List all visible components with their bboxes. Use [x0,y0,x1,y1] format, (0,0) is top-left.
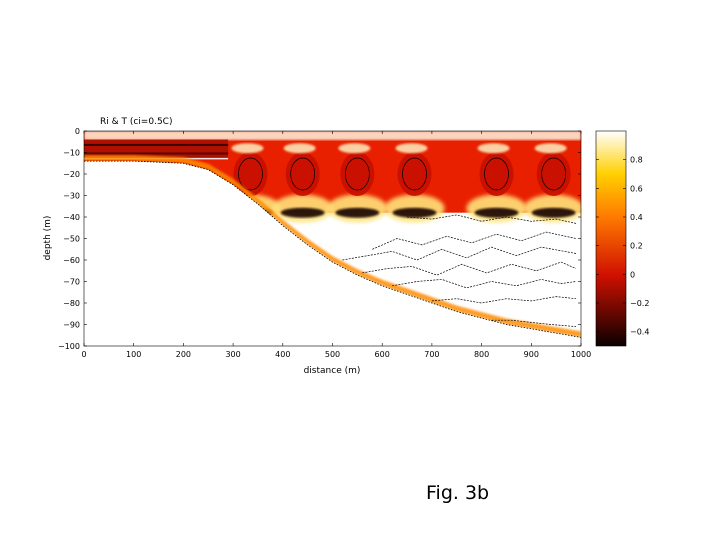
eddy-trough [531,207,576,218]
surface-layer [84,131,581,140]
isotherm-line [491,319,577,327]
eddy-trough [280,207,325,218]
y-tick-label: −40 [63,213,80,222]
y-tick-label: 0 [75,127,80,136]
y-axis: 0 −10 −20 −30 −40 −50 −60 −70 −80 −90 −100 [58,127,581,351]
eddy-contour [290,157,316,191]
colorbar-tick-label: 0 [630,270,635,279]
x-axis-label: distance (m) [304,366,361,376]
eddy-contour [541,157,567,191]
colorbar-ticks: 0.8 0.6 0.4 0.2 0 −0.2 −0.4 [596,156,649,337]
chart-title: Ri & T (ci=0.5C) [100,117,172,127]
y-axis-label: depth (m) [43,216,53,261]
isotherm-line [342,246,577,261]
x-tick-label: 300 [225,350,240,359]
isotherm-line [362,261,577,276]
x-tick-label: 100 [126,350,141,359]
isotherm-lines [342,214,577,327]
eddy-contour [484,157,509,191]
isotherm-line [407,214,577,224]
temperature-field [84,131,581,338]
y-tick-label: −60 [63,256,80,265]
eddy-contour [345,157,370,191]
x-tick-label: 0 [81,350,86,359]
eddy-highlight [231,143,264,154]
initial-layer-stripe [84,143,229,146]
y-tick-label: −70 [63,278,80,287]
y-tick-label: −100 [58,342,80,351]
x-tick-label: 900 [524,350,539,359]
bottom-profile-line [84,160,581,338]
x-tick-label: 500 [325,350,340,359]
eddy-highlight [534,143,567,154]
y-tick-label: −80 [63,299,80,308]
colorbar-tick-label: 0.6 [630,184,643,193]
eddy-trough [335,207,380,218]
eddy-highlight [338,143,371,154]
eddy-trough [392,207,437,218]
colorbar-tick-label: −0.4 [630,328,649,337]
y-tick-label: −20 [63,170,80,179]
eddy-trough [474,207,519,218]
plot-area [84,131,581,338]
colorbar-tick-label: −0.2 [630,299,649,308]
x-tick-label: 400 [275,350,290,359]
colorbar-tick-label: 0.4 [630,213,643,222]
x-tick-label: 600 [375,350,390,359]
eddy-halo [220,194,281,223]
x-tick-label: 700 [424,350,439,359]
figure-caption: Fig. 3b [426,482,490,504]
initial-layer-stripe [84,152,229,155]
isotherm-line [431,296,577,304]
isotherm-line [392,279,577,289]
isotherm-line [372,231,577,250]
y-tick-label: −50 [63,235,80,244]
x-tick-label: 1000 [571,350,591,359]
y-tick-label: −30 [63,192,80,201]
x-tick-label: 800 [474,350,489,359]
x-tick-label: 200 [176,350,191,359]
eddy-highlight [283,143,316,154]
eddy-highlight [477,143,510,154]
colorbar-tick-label: 0.2 [630,242,643,251]
y-tick-label: −10 [63,149,80,158]
eddy-contour [238,157,263,191]
y-tick-label: −90 [63,321,80,330]
eddy-highlight [395,143,428,154]
eddy-contour [402,157,427,191]
colorbar-tick-label: 0.8 [630,156,643,165]
colorbar [595,130,627,347]
x-axis: 0 100 200 300 400 500 600 700 800 900 1000 [81,131,591,359]
